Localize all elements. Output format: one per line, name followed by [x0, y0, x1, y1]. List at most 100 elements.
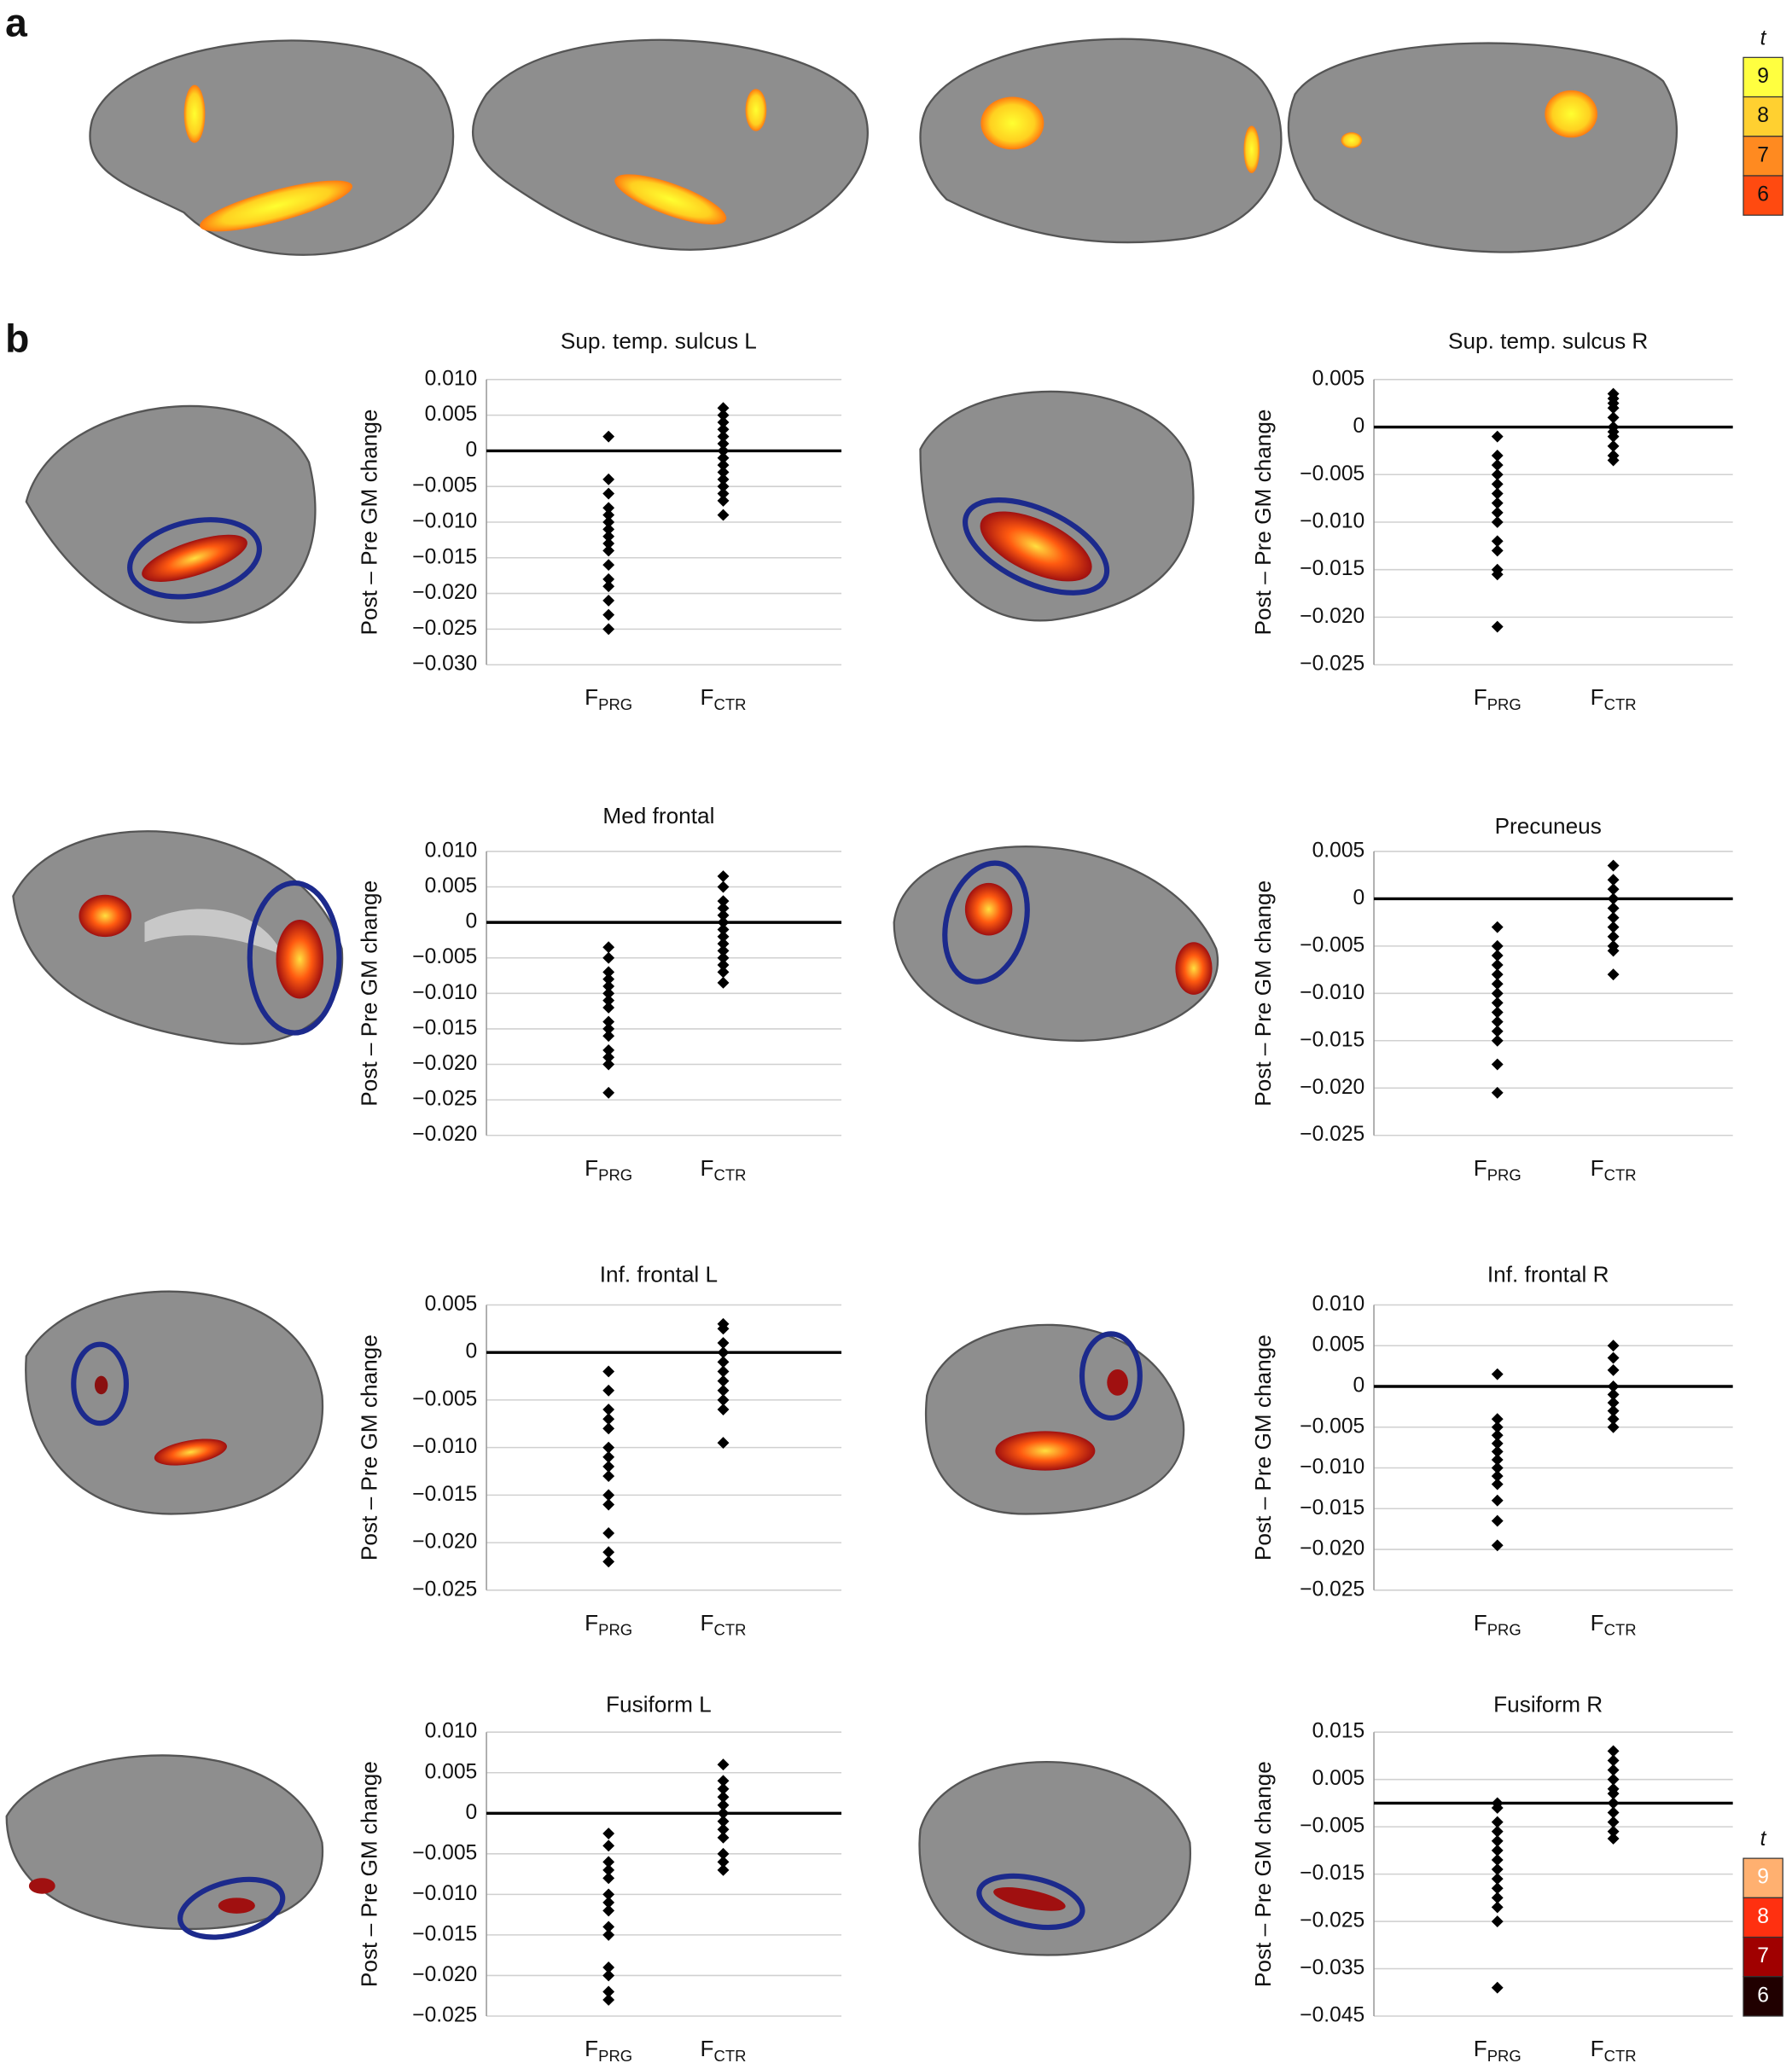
y-axis-label: Post – Pre GM change [1250, 880, 1276, 1107]
y-tick-label: −0.015 [412, 1922, 477, 1945]
y-tick-label: 0 [1353, 415, 1365, 438]
y-tick-label: −0.010 [1300, 1456, 1364, 1479]
data-point [717, 1823, 730, 1836]
data-point [1607, 859, 1620, 872]
y-tick-label: −0.005 [412, 945, 477, 968]
data-point [1491, 1413, 1504, 1426]
data-point [1491, 1025, 1504, 1037]
y-tick-label: −0.010 [412, 981, 477, 1004]
y-tick-label: 0 [466, 439, 478, 462]
x-tick-label: FCTR [701, 1155, 747, 1184]
data-point [602, 1828, 615, 1839]
data-point [1491, 1915, 1504, 1927]
data-point [1607, 874, 1620, 886]
data-point [1491, 1478, 1504, 1491]
data-point [602, 973, 615, 985]
y-axis-label: Post – Pre GM change [356, 880, 381, 1107]
data-point [717, 923, 730, 936]
data-point [1491, 1802, 1504, 1814]
chart: Inf. frontal R Post – Pre GM change 0.010 0… [1250, 1261, 1733, 1638]
data-point [1491, 1981, 1504, 1994]
y-tick-label: −0.005 [412, 1387, 477, 1410]
data-point [717, 1799, 730, 1811]
data-point [602, 1489, 615, 1502]
data-point [1607, 1339, 1620, 1352]
y-tick-label: −0.030 [412, 653, 477, 676]
data-point [1491, 1514, 1504, 1527]
data-point [1491, 430, 1504, 443]
data-point [602, 502, 615, 514]
chart: Precuneus Post – Pre GM change 0.005 0 −0.00… [1250, 813, 1733, 1183]
data-point [1491, 1015, 1504, 1028]
data-point [1491, 968, 1504, 981]
data-point [717, 1863, 730, 1876]
data-point [1607, 1787, 1620, 1800]
colorbar-segment [1743, 1857, 1783, 1898]
chart: Sup. temp. sulcus L Post – Pre GM change 0… [356, 328, 842, 713]
data-point [1491, 1368, 1504, 1380]
data-point [1491, 1034, 1504, 1047]
y-tick-label: −0.010 [412, 1435, 477, 1458]
colorbar-label: 9 [1757, 1866, 1769, 1889]
data-point [602, 1441, 615, 1454]
y-tick-label: 0.005 [1312, 367, 1365, 390]
data-point [602, 559, 615, 572]
y-tick-label: −0.025 [1300, 1909, 1364, 1932]
data-point [717, 870, 730, 882]
data-point [717, 951, 730, 964]
data-point [717, 895, 730, 908]
data-point [602, 1498, 615, 1511]
y-tick-label: 0 [466, 910, 478, 933]
x-tick-label: FCTR [1591, 1155, 1637, 1184]
y-tick-label: −0.045 [1300, 2004, 1364, 2027]
y-tick-label: −0.005 [1300, 462, 1364, 485]
data-point [602, 1969, 615, 1982]
y-tick-label: 0.005 [1312, 839, 1365, 862]
y-tick-label: −0.020 [1300, 605, 1364, 628]
data-point [1607, 892, 1620, 905]
colorbar-segment [1743, 175, 1783, 216]
data-point [717, 916, 730, 929]
data-point [717, 459, 730, 472]
data-point [1607, 1397, 1620, 1409]
data-point [717, 1856, 730, 1868]
y-tick-label: −0.015 [412, 1016, 477, 1039]
data-point [717, 494, 730, 507]
data-point [717, 430, 730, 443]
chart: Inf. frontal L Post – Pre GM change 0.005 0… [356, 1261, 842, 1638]
slice-images [5, 390, 1219, 1956]
data-point [602, 1555, 615, 1568]
y-tick-label: 0.015 [1312, 1720, 1365, 1743]
y-tick-label: 0.005 [1312, 1334, 1365, 1357]
colorbar-label: 6 [1757, 1984, 1769, 2007]
data-point [717, 445, 730, 457]
data-point [602, 1872, 615, 1885]
data-point [1491, 468, 1504, 481]
data-point [1607, 968, 1620, 981]
data-point [1491, 1494, 1504, 1507]
data-point [1491, 1825, 1504, 1838]
x-tick-label: FCTR [701, 684, 747, 713]
y-tick-label: 0.010 [425, 839, 478, 862]
x-tick-label: FCTR [1591, 1610, 1637, 1639]
data-point [1491, 487, 1504, 500]
data-point [602, 1450, 615, 1463]
data-point [717, 1374, 730, 1387]
data-point [602, 1460, 615, 1473]
y-tick-label: −0.035 [1300, 1956, 1364, 1979]
data-point [717, 1346, 730, 1359]
data-point [717, 1356, 730, 1369]
y-tick-label: −0.005 [1300, 1415, 1364, 1438]
data-point [1607, 883, 1620, 896]
data-point [1607, 1833, 1620, 1845]
data-point [717, 1758, 730, 1771]
y-axis-label: Post – Pre GM change [1250, 410, 1276, 636]
data-point [602, 544, 615, 557]
y-axis-label: Post – Pre GM change [1250, 1334, 1276, 1560]
y-tick-label: −0.025 [1300, 1123, 1364, 1146]
data-point [1607, 439, 1620, 452]
data-point [1491, 1901, 1504, 1914]
data-point [602, 1839, 615, 1852]
colorbar-label: 7 [1757, 143, 1769, 166]
